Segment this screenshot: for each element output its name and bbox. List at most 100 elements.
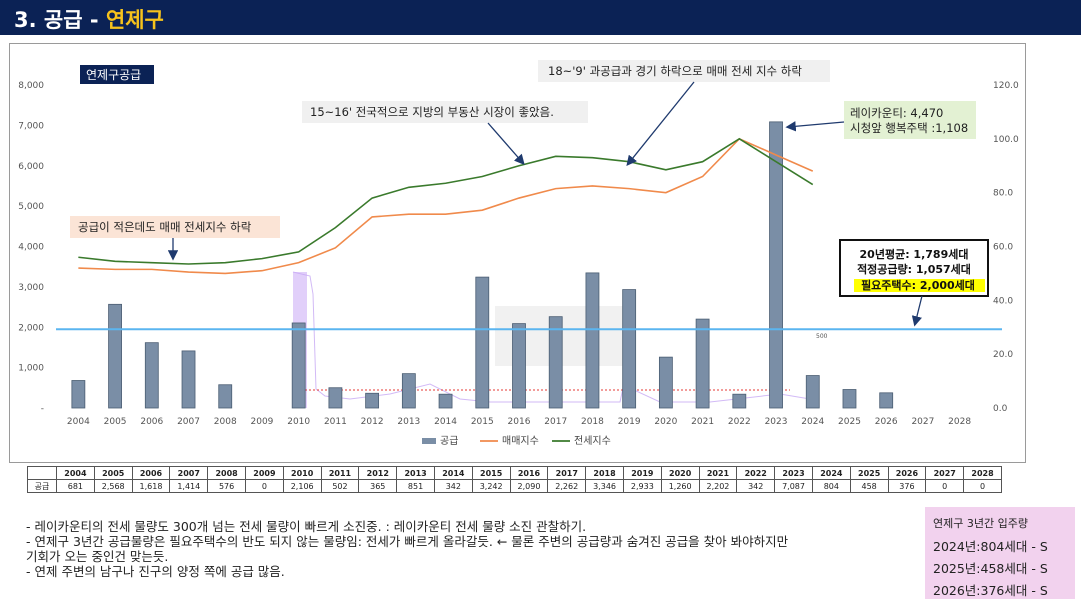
y-tick-label: 7,000 [18,121,44,131]
annotation-5-highlight [854,279,985,292]
table-year-cell: 2015 [471,466,511,480]
note-line-1: - 레이카운티의 전세 물량도 300개 넘는 전세 물량이 빠르게 소진중. … [26,519,587,534]
table-year-cell: 2027 [925,466,965,480]
annotation-5-line1: 20년평균: 1,789세대 [860,247,969,261]
annotation-3: 공급이 적은데도 매매 전세지수 하락 [78,220,252,234]
supply-bar [328,387,343,409]
annotation-1-arrow [626,81,695,167]
table-year-cell: 2014 [433,466,473,480]
table-year-cell: 2025 [849,466,889,480]
annotation-5-arrow [911,295,923,327]
table-value-cell: 1,260 [660,479,700,493]
table-value-cell: 2,090 [509,479,549,493]
table-year-cell: 2024 [811,466,851,480]
table-year-cell: 2005 [93,466,133,480]
supply-bar [732,393,747,409]
supply-bar [512,323,526,409]
y-tick-label: 3,000 [18,283,44,293]
summary-title: 연제구 3년간 입주량 [933,517,1028,530]
table-year-cell: 2023 [774,466,813,480]
table-year-cell: 2006 [131,466,171,480]
x-tick-label: 2019 [618,417,641,427]
x-tick-label: 2011 [324,417,347,427]
supply-bar [475,276,490,409]
y-tick-label: - [41,404,44,414]
legend-label: 전세지수 [574,435,611,447]
annotation-2-box [302,101,588,123]
table-value-cell: 342 [736,479,776,493]
table-value-cell: 2,568 [93,479,133,493]
supply-chart: - 1,000 2,000 3,000 4,000 5,000 6,000 7,000 8,00… [18,60,1019,447]
supply-bar [548,316,563,409]
annotation-2-arrow [487,122,525,165]
annotation-4-line2: 시청앞 행복주택 :1,108 [850,121,968,135]
table-value-cell: 0 [925,479,965,493]
sale-index-line [78,137,814,275]
table-value-cell: 0 [244,479,284,493]
table-year-cell: 2007 [169,466,209,480]
y2-tick-label: 80.0 [993,189,1013,199]
supply-bar [108,303,122,409]
summary-line-2025: 2025년:458세대 - S [933,561,1048,576]
table-value-cell: 342 [433,479,473,493]
table-year-cell: 2028 [963,466,1002,480]
table-value-cell: 2,202 [698,479,738,493]
table-value-cell: 3,346 [585,479,624,493]
x-tick-label: 2021 [691,417,714,427]
x-tick-label: 2009 [251,417,274,427]
supply-bar [622,289,637,409]
table-header-row: 2004 2005 2006 2007 2008 2009 2010 2011 2012 2013… [27,466,1002,480]
x-tick-label: 2025 [838,417,861,427]
supply-bar [438,393,453,409]
supply-bar [365,392,380,409]
x-tick-label: 2006 [140,417,163,427]
annotation-5-line2: 적정공급량: 1,057세대 [857,262,971,276]
y2-tick-label: 20.0 [993,350,1013,360]
note-line-4: - 연제 주변의 남구나 진구의 양정 쪽에 공급 많음. [26,564,285,579]
chart-title: 연제구공급 [86,68,141,82]
table-year-cell: 2010 [282,466,322,480]
y2-tick-label: 40.0 [993,296,1013,306]
annotation-2: 15~16' 전국적으로 지방의 부동산 시장이 좋았음. [310,105,554,119]
table-value-cell: 7,087 [774,479,813,493]
y-tick-label: 2,000 [18,323,44,333]
table-value-cell: 376 [887,479,927,493]
x-tick-label: 2014 [434,417,457,427]
x-tick-label: 2013 [397,417,420,427]
x-tick-label: 2018 [581,417,604,427]
table-year-cell: 2008 [207,466,246,480]
table-value-cell: 2,262 [547,479,587,493]
x-tick-label: 2012 [361,417,384,427]
annotation-3-box [70,216,280,238]
annotation-1-box [538,60,830,82]
annotation-4-box [844,101,976,139]
x-tick-label: 2023 [765,417,788,427]
table-value-cell: 576 [207,479,246,493]
table-year-cell: 2013 [396,466,435,480]
notes: - 레이카운티의 전세 물량도 300개 넘는 전세 물량이 빠르게 소진중. … [26,519,788,579]
table-value-cell: 502 [320,479,360,493]
chart-container: - 1,000 2,000 3,000 4,000 5,000 6,000 7,000 8,00… [9,43,1026,463]
summary-line-2026: 2026년:376세대 - S [933,583,1048,598]
table-year-cell: 2018 [585,466,624,480]
supply-bar [879,392,894,409]
supply-bar [585,272,600,409]
supply-bar [181,350,196,409]
page-title: 3. 공급 - 연제구 [14,8,164,32]
table-row-label: 공급 [27,479,57,493]
supply-bar [842,389,857,409]
y-tick-label: 8,000 [18,81,44,91]
x-tick-label: 2005 [104,417,127,427]
table-value-cell: 851 [396,479,435,493]
table-corner [27,466,57,480]
x-tick-label: 2028 [948,417,971,427]
x-tick-label: 2015 [471,417,494,427]
table-value-cell: 1,618 [131,479,171,493]
table-year-cell: 2011 [320,466,360,480]
supply-table: 2004 2005 2006 2007 2008 2009 2010 2011 2012 2013… [27,466,1002,493]
legend-label: 공급 [440,435,458,447]
supply-bar [218,384,233,409]
table-value-cell: 458 [849,479,889,493]
x-tick-label: 2020 [654,417,677,427]
table-value-cell: 1,414 [169,479,209,493]
